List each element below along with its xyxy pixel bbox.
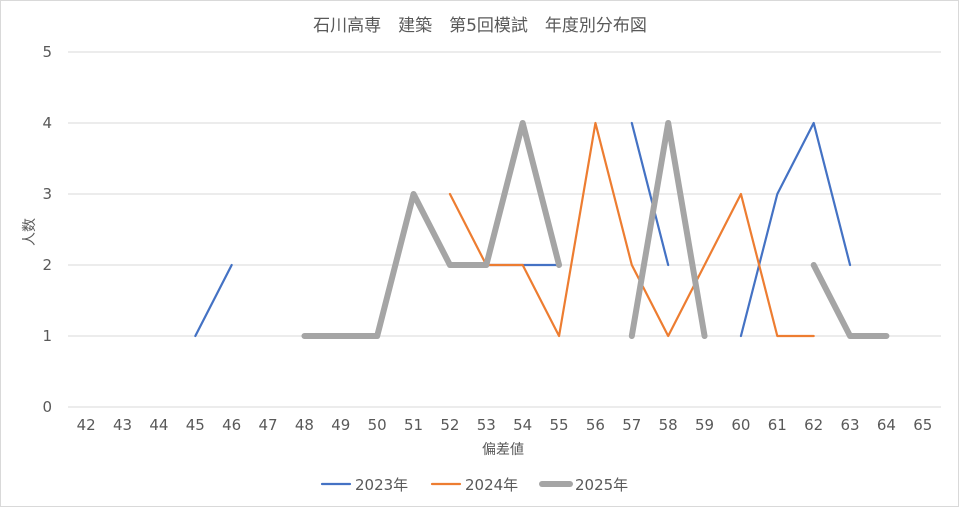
x-tick-label: 60: [731, 416, 750, 434]
x-axis-label: 偏差値: [482, 442, 524, 458]
y-tick-label: 3: [42, 185, 52, 203]
y-tick-label: 1: [42, 327, 52, 345]
legend-item-2: 2025年: [539, 476, 628, 494]
x-tick-label: 48: [295, 416, 314, 434]
series-line-segment: [630, 121, 670, 267]
x-tick-label: 44: [149, 416, 168, 434]
x-tick-label: 56: [586, 416, 605, 434]
series-line-segment: [810, 262, 890, 339]
legend-item-0: 2023年: [320, 476, 408, 494]
x-tick-label: 49: [331, 416, 350, 434]
x-tick-label: 62: [804, 416, 823, 434]
x-tick-label: 59: [695, 416, 714, 434]
x-tick-label: 61: [768, 416, 787, 434]
series-line-segment: [301, 120, 563, 339]
y-axis-label: 人数: [22, 218, 38, 246]
x-tick-label: 54: [513, 416, 532, 434]
series-0: [194, 121, 852, 338]
x-tick-label: 46: [222, 416, 241, 434]
legend: 2023年 2024年 2025年: [320, 476, 628, 494]
y-tick-label: 0: [42, 398, 52, 416]
series-line-segment: [448, 121, 815, 338]
x-tick-label: 58: [659, 416, 678, 434]
y-tick-label: 5: [42, 43, 52, 61]
x-tick-label: 64: [877, 416, 896, 434]
y-axis-ticks: 0 1 2 3 4 5: [42, 43, 52, 416]
x-tick-label: 53: [477, 416, 496, 434]
gridlines: [68, 51, 941, 408]
x-tick-label: 65: [913, 416, 932, 434]
series-line-segment: [628, 120, 708, 339]
series-line-segment: [194, 263, 233, 338]
x-tick-label: 43: [113, 416, 132, 434]
x-tick-label: 50: [368, 416, 387, 434]
x-tick-label: 45: [186, 416, 205, 434]
legend-label: 2025年: [575, 476, 628, 494]
series-lines: [194, 120, 890, 339]
x-axis-ticks: 42 43 44 45 46 47 48 49 50 51 52 53 54 55 56 57 58 59 60 61…: [77, 416, 933, 434]
x-tick-label: 63: [841, 416, 860, 434]
chart-title: 石川高専 建築 第5回模試 年度別分布図: [313, 16, 647, 36]
legend-item-1: 2024年: [430, 476, 518, 494]
x-tick-label: 57: [622, 416, 641, 434]
x-tick-label: 42: [77, 416, 96, 434]
x-tick-label: 47: [259, 416, 278, 434]
x-tick-label: 55: [550, 416, 569, 434]
series-1: [448, 121, 815, 338]
x-tick-label: 51: [404, 416, 423, 434]
legend-label: 2023年: [355, 476, 408, 494]
y-tick-label: 4: [42, 114, 52, 132]
legend-label: 2024年: [465, 476, 518, 494]
series-2: [301, 120, 890, 339]
x-tick-label: 52: [440, 416, 459, 434]
y-tick-label: 2: [42, 256, 52, 274]
